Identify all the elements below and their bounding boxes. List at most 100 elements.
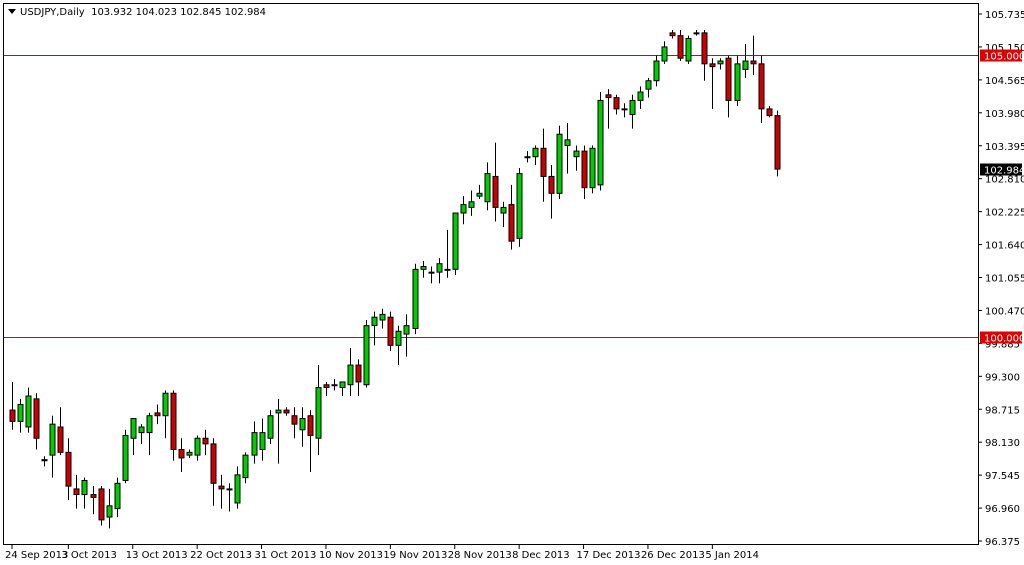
x-tick-label: 5 Jan 2014: [705, 550, 759, 561]
y-tick-label: 101.055: [985, 274, 1024, 285]
candle-bear: [750, 60, 757, 65]
x-tick-label: 22 Oct 2013: [190, 550, 252, 561]
candle-bull: [130, 418, 137, 439]
x-tick-label: 26 Dec 2013: [641, 550, 705, 561]
candle-bull: [25, 395, 32, 428]
dropdown-triangle-icon[interactable]: [8, 9, 16, 14]
y-tick-label: 99.300: [985, 372, 1020, 383]
y-tick-label: 98.715: [985, 405, 1020, 416]
ohlc-values: 103.932 104.023 102.845 102.984: [91, 7, 267, 18]
candle-bull: [363, 325, 370, 386]
candle-bull: [339, 381, 346, 389]
x-tick-label: 28 Nov 2013: [448, 550, 512, 561]
candle-bull: [186, 451, 193, 456]
candle-bull: [138, 426, 145, 434]
candle-bear: [548, 175, 555, 194]
candle-bull: [564, 139, 571, 146]
y-tick-label: 100.470: [985, 306, 1024, 317]
candle-bear: [758, 63, 765, 110]
x-tick-label: 3 Oct 2013: [61, 550, 116, 561]
candle-bull: [436, 263, 443, 273]
level-price-tag: [980, 49, 1022, 62]
candle-bull: [106, 505, 113, 518]
candle-bull: [524, 156, 531, 159]
level-price-label: 105.000: [984, 52, 1024, 63]
candle-bull: [484, 173, 491, 203]
candle-bear: [581, 150, 588, 189]
candle-bull: [742, 60, 749, 70]
candle-bear: [73, 488, 80, 496]
candle-bear: [283, 409, 290, 414]
candle-bull: [589, 147, 596, 189]
y-tick-label: 102.225: [985, 208, 1024, 219]
candle-bull: [420, 266, 427, 270]
candle-bull: [122, 434, 129, 481]
candle-bear: [669, 32, 676, 37]
level-price-label: 100.000: [984, 334, 1024, 345]
candle-bull: [114, 482, 121, 510]
candle-bull: [460, 204, 467, 214]
candle-bull: [379, 313, 386, 321]
candle-bull: [315, 387, 322, 439]
candle-bull: [226, 488, 233, 491]
x-tick-label: 13 Oct 2013: [126, 550, 188, 561]
candle-bear: [154, 412, 161, 417]
candle-bear: [492, 175, 499, 208]
candle-bull: [645, 80, 652, 90]
candle-bear: [90, 494, 97, 498]
candle-bull: [661, 46, 668, 62]
y-tick-label: 98.130: [985, 438, 1020, 449]
candle-bear: [508, 204, 515, 242]
candle-bull: [444, 268, 451, 271]
candle-bull: [17, 403, 24, 422]
symbol-label: USDJPY,Daily: [20, 7, 85, 18]
candle-bull: [685, 37, 692, 62]
candle-bear: [605, 94, 612, 99]
candle-bull: [532, 147, 539, 158]
candle-bear: [210, 443, 217, 484]
candle-bull: [629, 99, 636, 116]
candle-bear: [9, 409, 16, 422]
candle-bull: [621, 108, 628, 111]
candle-bull: [468, 201, 475, 208]
candle-bear: [178, 449, 185, 459]
x-tick-label: 17 Dec 2013: [577, 550, 641, 561]
y-tick-label: 103.980: [985, 109, 1024, 120]
candle-bull: [267, 415, 274, 439]
y-tick-label: 99.885: [985, 339, 1020, 350]
candle-bull: [371, 316, 378, 327]
chart-header: USDJPY,Daily 103.932 104.023 102.845 102…: [8, 7, 266, 18]
candle-bear: [202, 437, 209, 445]
x-tick-label: 10 Nov 2013: [319, 550, 383, 561]
candle-bull: [556, 133, 563, 194]
candle-bear: [170, 392, 177, 451]
candle-bear: [57, 426, 64, 453]
candle-bull: [573, 150, 580, 158]
candle-bull: [693, 32, 700, 35]
candle-bull: [81, 479, 88, 496]
candle-bull: [412, 268, 419, 329]
candle-bull: [395, 330, 402, 346]
x-tick-label: 8 Dec 2013: [512, 550, 570, 561]
current-price-label: 102.984: [984, 166, 1024, 177]
candle-bull: [242, 454, 249, 479]
y-tick-label: 96.375: [985, 537, 1020, 548]
candle-bear: [355, 364, 362, 383]
plot-area-frame: [3, 3, 979, 545]
candle-bull: [597, 99, 604, 186]
candle-bear: [774, 115, 781, 170]
y-tick-label: 104.565: [985, 76, 1024, 87]
candle-bear: [323, 384, 330, 389]
candle-bull: [146, 415, 153, 434]
candle-bull: [653, 60, 660, 82]
candle-bull: [637, 91, 644, 101]
candle-bear: [766, 108, 773, 117]
y-tick-label: 102.810: [985, 175, 1024, 186]
candle-bear: [709, 63, 716, 68]
candle-bull: [717, 60, 724, 65]
level-price-tag: [980, 331, 1022, 344]
candle-bull: [734, 63, 741, 101]
candle-bear: [218, 485, 225, 490]
